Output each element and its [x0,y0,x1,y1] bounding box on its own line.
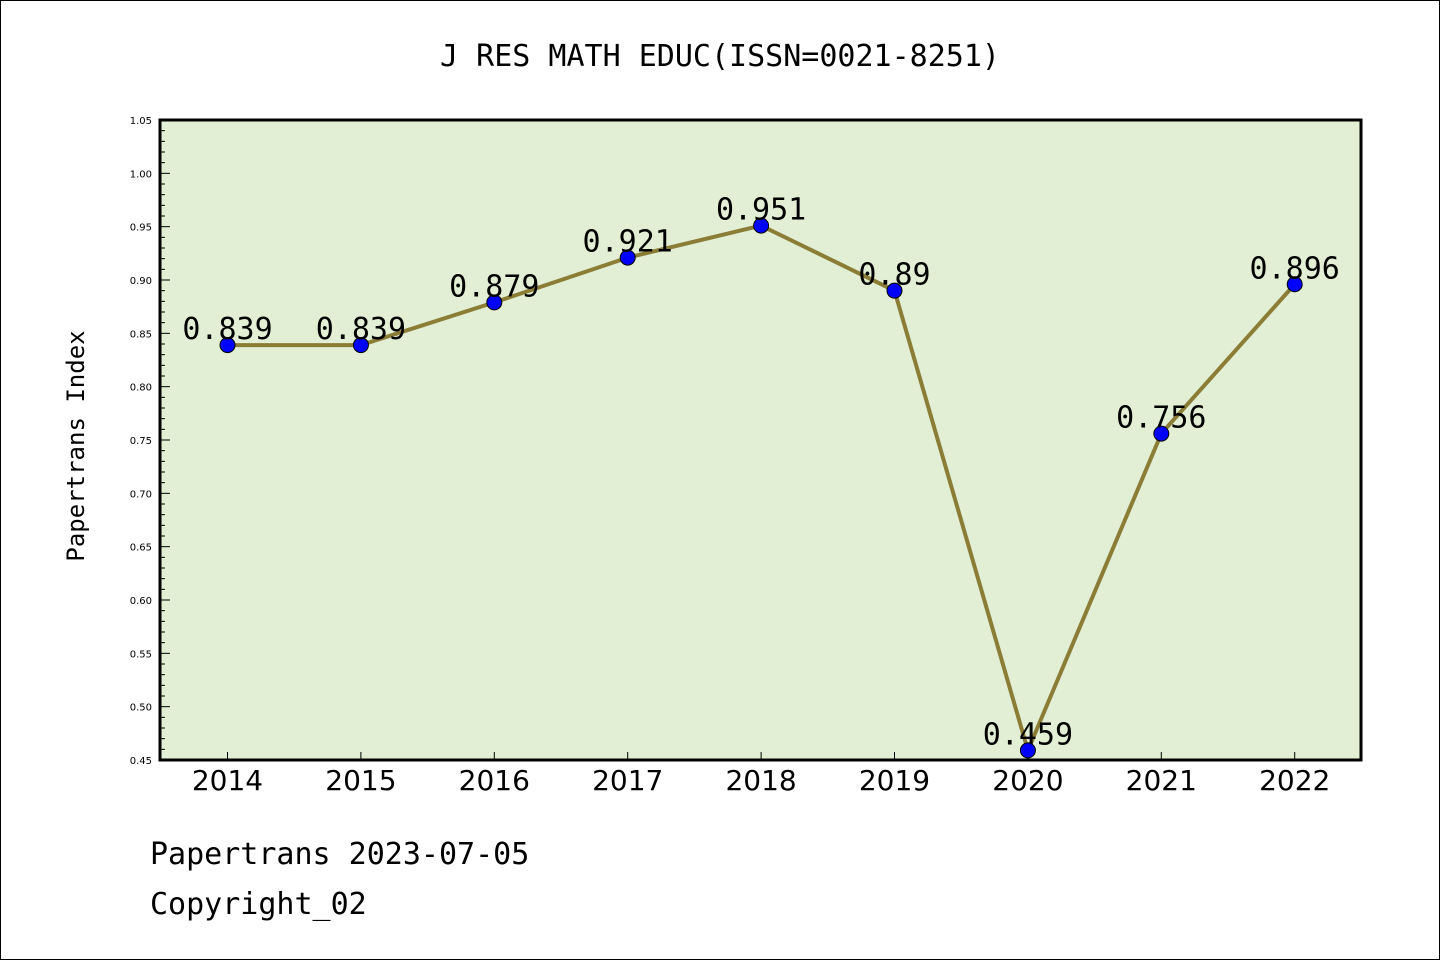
y-tick-label: 0.50 [130,703,152,714]
data-point [1153,425,1170,442]
plot-border [158,118,1363,762]
y-tick-label: 0.75 [130,436,152,447]
x-tick-label: 2017 [592,764,663,797]
series-markers [219,217,1303,759]
data-label: 0.839 [316,312,406,347]
data-point [1019,742,1036,759]
chart-title: J RES MATH EDUC(ISSN=0021-8251) [440,39,1000,74]
data-point [753,217,770,234]
data-label: 0.459 [983,717,1073,752]
x-axis: 2014 2015 2016 2017 2018 2019 2020 2021 2022 [192,752,1330,797]
data-point [1286,276,1303,293]
x-tick-label: 2015 [325,764,396,797]
y-tick-label: 0.80 [130,383,152,394]
x-tick-label: 2019 [859,764,930,797]
data-labels: 0.839 0.839 0.879 0.921 0.951 0.89 0.459 0.756 0… [182,193,1340,753]
data-point [886,282,903,299]
y-tick-label: 0.55 [130,649,152,660]
x-tick-label: 2014 [192,764,263,797]
y-tick-label: 0.90 [130,276,152,287]
data-label: 0.89 [858,258,930,293]
x-tick-label: 2022 [1259,764,1330,797]
y-tick-label: 0.65 [130,543,152,554]
y-axis: 0.45 0.50 0.55 0.60 0.65 0.70 0.75 0.80 0.85 0.90… [130,116,170,767]
data-label: 0.756 [1116,401,1206,436]
data-point [486,294,503,311]
y-tick-label: 0.95 [130,223,152,234]
y-tick-label: 0.70 [130,489,152,500]
data-label: 0.896 [1250,251,1340,286]
x-tick-label: 2020 [992,764,1063,797]
footer-date: Papertrans 2023-07-05 [150,837,529,872]
x-tick-label: 2018 [725,764,796,797]
y-tick-label: 0.60 [130,596,152,607]
y-tick-label: 0.85 [130,329,152,340]
x-tick-label: 2016 [459,764,530,797]
data-label: 0.879 [449,269,539,304]
data-label: 0.921 [583,225,673,260]
data-point [619,249,636,266]
x-tick-label: 2021 [1126,764,1197,797]
footer-copyright: Copyright_02 [150,887,367,922]
y-tick-label: 1.05 [130,116,152,127]
data-label: 0.951 [716,193,806,228]
y-tick-label: 1.00 [130,169,152,180]
data-label: 0.839 [182,312,272,347]
y-axis-label: Papertrans Index [62,330,90,561]
y-tick-label: 0.45 [130,756,152,767]
data-point [219,337,236,354]
data-point [352,337,369,354]
